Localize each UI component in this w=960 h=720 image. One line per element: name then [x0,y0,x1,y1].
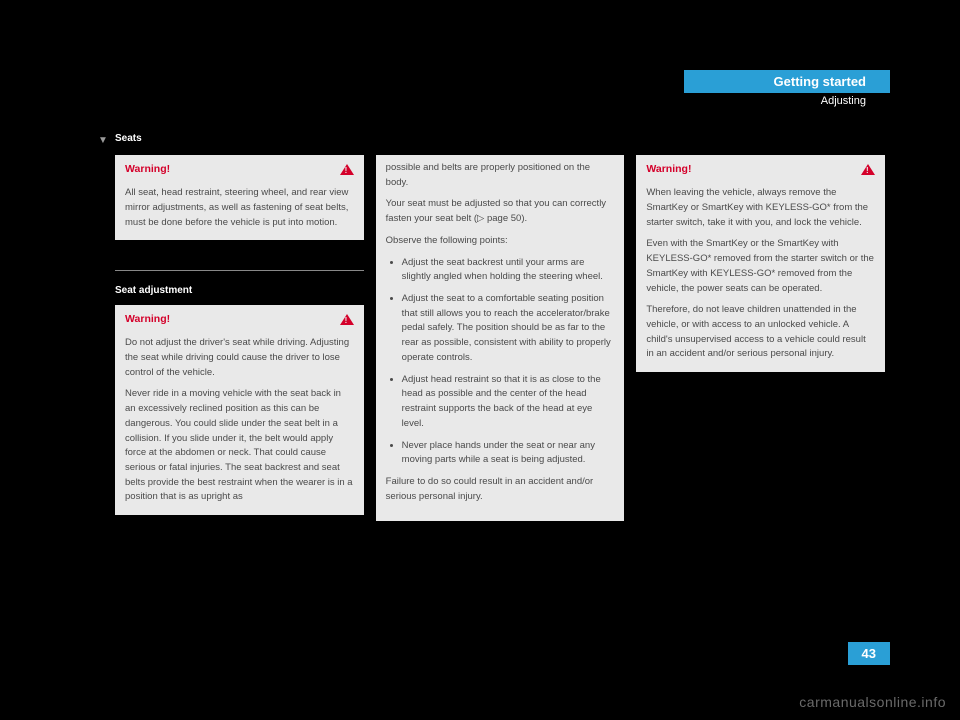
warning-header: Warning! [115,305,364,330]
warning-paragraph: When leaving the vehicle, always remove … [646,186,875,230]
warning-title: Warning! [646,161,691,177]
warning-paragraph: Do not adjust the driver's seat while dr… [125,336,354,380]
warning-box-1: Warning! All seat, head restraint, steer… [115,155,364,240]
warning-paragraph: Never ride in a moving vehicle with the … [125,387,354,505]
divider [115,270,364,271]
list-item: Never place hands under the seat or near… [402,439,615,468]
warning-triangle-icon [861,164,875,175]
content-columns: Warning! All seat, head restraint, steer… [115,155,885,525]
bullet-list: Adjust the seat backrest until your arms… [386,256,615,468]
warning-title: Warning! [125,161,170,177]
warning-title: Warning! [125,311,170,327]
warning-paragraph: Therefore, do not leave children unatten… [646,303,875,362]
warning-body: When leaving the vehicle, always remove … [636,180,885,372]
column-3: Warning! When leaving the vehicle, alway… [636,155,885,525]
page-subheader: Adjusting [821,95,890,107]
page-number: 43 [848,642,890,665]
warning-header: Warning! [636,155,885,180]
warning-text: All seat, head restraint, steering wheel… [125,186,354,230]
subsection-title: Seat adjustment [115,283,364,299]
warning-header: Warning! [115,155,364,180]
paragraph: Observe the following points: [386,234,615,249]
column-1: Warning! All seat, head restraint, steer… [115,155,364,525]
section-title: Seats [115,133,142,144]
warning-body: All seat, head restraint, steering wheel… [115,180,364,240]
page-reference: ▷ page 50 [477,213,521,224]
warning-box-2: Warning! Do not adjust the driver's seat… [115,305,364,515]
column-2: possible and belts are properly position… [376,155,625,525]
paragraph: possible and belts are properly position… [386,161,615,190]
list-item: Adjust the seat to a comfortable seating… [402,292,615,366]
section-marker: ▼ [98,135,108,146]
text-block: possible and belts are properly position… [376,155,625,521]
page-header: Getting started [684,70,890,93]
warning-triangle-icon [340,314,354,325]
warning-body: Do not adjust the driver's seat while dr… [115,330,364,515]
list-item: Adjust head restraint so that it is as c… [402,373,615,432]
list-item: Adjust the seat backrest until your arms… [402,256,615,285]
watermark: carmanualsonline.info [799,694,946,710]
warning-box-3: Warning! When leaving the vehicle, alway… [636,155,885,372]
text-span: ). [521,213,527,224]
paragraph: Your seat must be adjusted so that you c… [386,197,615,226]
warning-paragraph: Even with the SmartKey or the SmartKey w… [646,237,875,296]
warning-triangle-icon [340,164,354,175]
paragraph: Failure to do so could result in an acci… [386,475,615,504]
